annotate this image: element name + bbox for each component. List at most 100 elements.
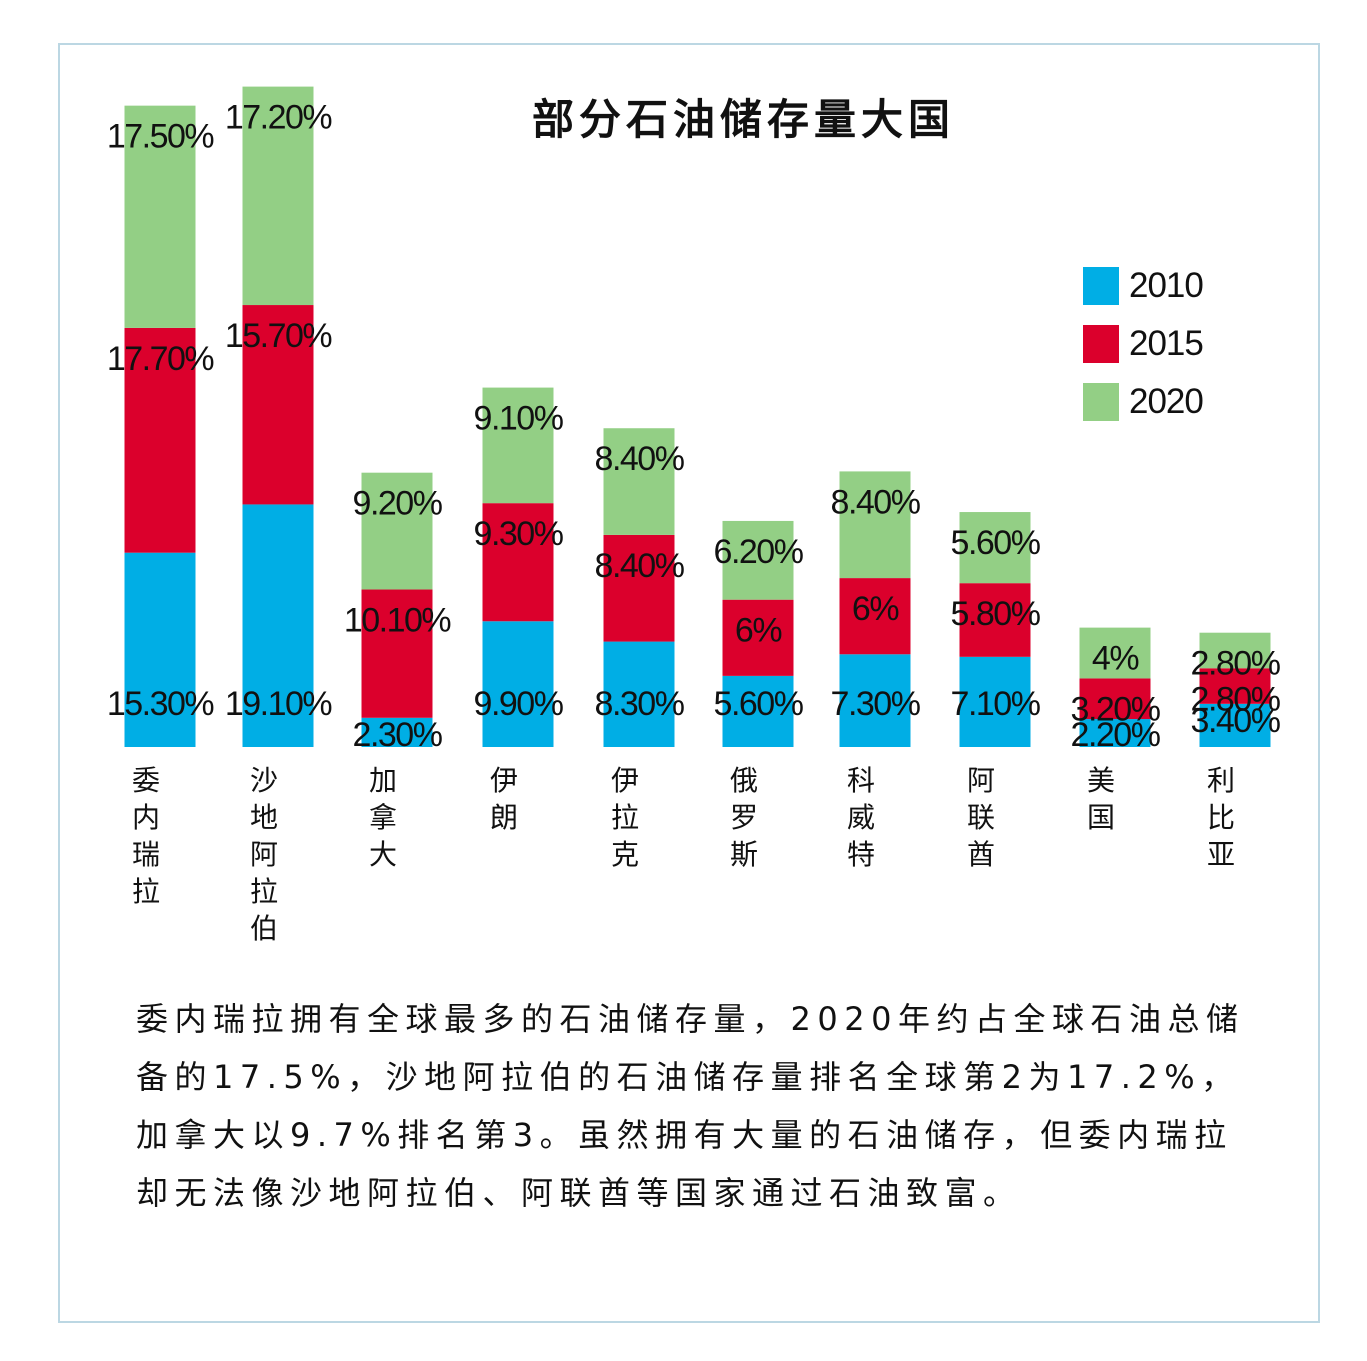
bar-segment-2020 bbox=[1079, 627, 1151, 679]
bar-segment-2010 bbox=[124, 552, 196, 747]
data-label: 8.40% bbox=[831, 483, 921, 521]
category-label: 沙 bbox=[250, 764, 278, 797]
data-label: 6% bbox=[735, 612, 782, 650]
category-label: 内 bbox=[132, 801, 160, 834]
data-label: 10.10% bbox=[344, 602, 452, 640]
legend: 2010 2015 2020 bbox=[1083, 266, 1204, 440]
bar-segment-2010 bbox=[1199, 703, 1271, 747]
data-label: 8.40% bbox=[595, 547, 685, 585]
legend-item-2020: 2020 bbox=[1083, 382, 1204, 422]
bar-segment-2015 bbox=[242, 305, 314, 505]
category-label: 拿 bbox=[369, 801, 397, 834]
data-label: 4% bbox=[1092, 640, 1139, 678]
category-label: 比 bbox=[1207, 801, 1235, 834]
data-label: 6% bbox=[852, 590, 899, 628]
category-label: 联 bbox=[967, 801, 995, 834]
bar-segment-2020 bbox=[839, 471, 911, 579]
figure-frame bbox=[58, 43, 1320, 1323]
legend-swatch bbox=[1083, 383, 1119, 421]
data-label: 2.80% bbox=[1191, 645, 1281, 683]
category-label: 大 bbox=[369, 838, 397, 871]
legend-swatch bbox=[1083, 325, 1119, 363]
legend-label: 2010 bbox=[1129, 266, 1204, 305]
data-label: 17.70% bbox=[107, 340, 215, 378]
chart-title: 部分石油储存量大国 bbox=[531, 95, 955, 144]
bar-segment-2015 bbox=[959, 583, 1031, 657]
bar-segment-2015 bbox=[124, 327, 196, 553]
bar-segment-2015 bbox=[839, 578, 911, 655]
category-label: 美 bbox=[1087, 764, 1115, 797]
data-label: 5.80% bbox=[951, 595, 1041, 633]
category-label: 瑞 bbox=[132, 838, 160, 871]
data-label: 6.20% bbox=[714, 533, 804, 571]
data-label: 5.60% bbox=[951, 524, 1041, 562]
category-label: 威 bbox=[847, 801, 875, 834]
category-label: 拉 bbox=[132, 875, 160, 908]
bar-segment-2015 bbox=[361, 589, 433, 718]
category-label: 特 bbox=[847, 838, 875, 871]
bar-segment-2015 bbox=[603, 534, 675, 642]
bar-segment-2010 bbox=[839, 654, 911, 747]
description-text: 委内瑞拉拥有全球最多的石油储存量，2020年约占全球石油总储备的17.5%，沙地… bbox=[136, 1000, 1245, 1212]
bar-segment-2020 bbox=[1199, 632, 1271, 669]
legend-label: 2020 bbox=[1129, 382, 1204, 421]
category-label: 伊 bbox=[490, 764, 518, 797]
category-label: 斯 bbox=[730, 838, 758, 871]
data-label: 5.60% bbox=[714, 685, 804, 723]
legend-item-2015: 2015 bbox=[1083, 324, 1204, 364]
legend-item-2010: 2010 bbox=[1083, 266, 1204, 306]
bar-segment-2020 bbox=[361, 472, 433, 590]
category-label: 俄 bbox=[730, 764, 758, 797]
data-label: 15.30% bbox=[107, 685, 215, 723]
category-label: 地 bbox=[250, 801, 278, 834]
category-label: 朗 bbox=[490, 801, 518, 834]
bar-segment-2010 bbox=[361, 717, 433, 747]
data-label: 7.10% bbox=[951, 685, 1041, 723]
category-label: 委 bbox=[132, 764, 160, 797]
data-label: 9.30% bbox=[474, 515, 564, 553]
category-label: 罗 bbox=[730, 801, 758, 834]
data-label: 2.80% bbox=[1191, 680, 1281, 718]
category-label: 酋 bbox=[967, 838, 995, 871]
category-label: 加 bbox=[369, 764, 397, 797]
legend-swatch bbox=[1083, 267, 1119, 305]
data-label: 17.50% bbox=[107, 118, 215, 156]
bar-segment-2015 bbox=[482, 503, 554, 622]
category-label: 伊 bbox=[611, 764, 639, 797]
data-label: 7.30% bbox=[831, 685, 921, 723]
data-label: 17.20% bbox=[225, 99, 333, 137]
category-label: 亚 bbox=[1207, 838, 1235, 871]
bar-segment-2010 bbox=[482, 621, 554, 747]
category-label: 国 bbox=[1087, 801, 1115, 834]
data-label: 3.20% bbox=[1071, 690, 1161, 728]
category-label: 伯 bbox=[250, 912, 278, 945]
bar-segment-2010 bbox=[1079, 719, 1151, 747]
bar-segment-2020 bbox=[242, 86, 314, 306]
stacked-bar-chart: 15.30%17.70%17.50%委内瑞拉19.10%15.70%17.20%… bbox=[107, 86, 1282, 945]
category-label: 拉 bbox=[611, 801, 639, 834]
category-label: 阿 bbox=[967, 764, 995, 797]
bar-segment-2015 bbox=[722, 599, 794, 676]
data-label: 2.30% bbox=[353, 716, 443, 754]
data-label: 19.10% bbox=[225, 685, 333, 723]
bar-segment-2020 bbox=[603, 428, 675, 535]
data-label: 3.40% bbox=[1191, 702, 1281, 740]
category-label: 阿 bbox=[250, 838, 278, 871]
data-label: 8.40% bbox=[595, 440, 685, 478]
data-label: 9.10% bbox=[474, 400, 564, 438]
category-label: 克 bbox=[611, 838, 639, 871]
legend-label: 2015 bbox=[1129, 324, 1204, 363]
data-label: 15.70% bbox=[225, 317, 333, 355]
bar-segment-2015 bbox=[1079, 678, 1151, 720]
category-label: 利 bbox=[1207, 764, 1235, 797]
data-label: 9.20% bbox=[353, 485, 443, 523]
data-label: 2.20% bbox=[1071, 716, 1161, 754]
bar-segment-2010 bbox=[603, 641, 675, 747]
bar-segment-2020 bbox=[722, 520, 794, 600]
bar-segment-2020 bbox=[124, 105, 196, 328]
bar-segment-2010 bbox=[959, 656, 1031, 747]
category-label: 拉 bbox=[250, 875, 278, 908]
bar-segment-2010 bbox=[242, 504, 314, 747]
data-label: 9.90% bbox=[474, 685, 564, 723]
bar-segment-2020 bbox=[959, 512, 1031, 584]
